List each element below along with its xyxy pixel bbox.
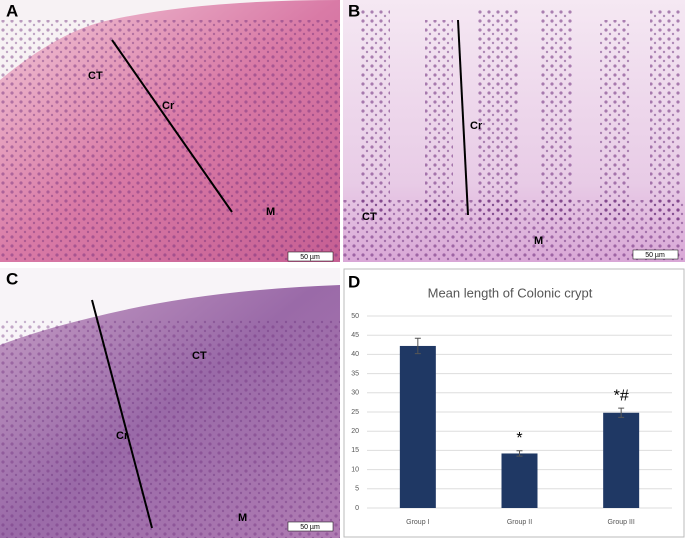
annotation: Cr: [470, 120, 483, 132]
texture: [0, 20, 340, 262]
y-tick-label: 45: [351, 332, 359, 339]
y-tick-label: 50: [351, 313, 359, 320]
x-tick-label: Group III: [608, 519, 635, 526]
scale-bar-label: 50 µm: [300, 254, 320, 261]
error-bar: [516, 450, 523, 457]
panel-c: C CT Cr M 50 µm: [0, 268, 340, 538]
y-tick-label: 30: [351, 390, 359, 397]
panel-b: B Cr CT M 50 µm: [343, 0, 685, 262]
annotation: CT: [362, 211, 377, 223]
x-tick-label: Group II: [507, 519, 532, 526]
scale-bar: [287, 251, 334, 262]
crypt-line: [111, 39, 233, 213]
bar: [603, 412, 640, 508]
texture: [0, 320, 340, 538]
panel-label: D: [348, 272, 360, 291]
y-tick-label: 15: [351, 447, 359, 454]
x-tick-label: Group I: [406, 519, 429, 526]
panel-label: C: [6, 269, 18, 288]
annotation: M: [238, 512, 247, 524]
crypt-line: [91, 299, 153, 529]
error-bar: [414, 337, 421, 355]
annotation: Cr: [116, 430, 129, 442]
scale-bar-label: 50 µm: [300, 524, 320, 531]
y-tick-label: 0: [355, 505, 359, 512]
lumen: [0, 268, 340, 345]
y-tick-label: 10: [351, 466, 359, 473]
significance-label: *#: [614, 387, 629, 404]
annotation: M: [266, 206, 275, 218]
bar: [501, 453, 538, 508]
scale-bar: [287, 521, 334, 532]
annotation: M: [534, 235, 543, 247]
y-tick-label: 35: [351, 370, 359, 377]
scale-bar-label: 50 µm: [645, 252, 665, 259]
panel-label: A: [6, 1, 18, 20]
bar: [399, 345, 436, 508]
panel-a: A CT Cr M 50 µm: [0, 0, 340, 262]
significance-label: *: [516, 430, 522, 447]
annotation: CT: [88, 70, 103, 82]
y-tick-label: 5: [355, 486, 359, 493]
y-tick-label: 25: [351, 409, 359, 416]
crypts: [343, 10, 685, 262]
y-tick-label: 20: [351, 428, 359, 435]
scale-bar: [632, 249, 679, 260]
panel-label: B: [348, 1, 360, 20]
annotation: Cr: [162, 100, 175, 112]
y-tick-label: 40: [351, 351, 359, 358]
chart-title: Mean length of Colonic crypt: [428, 285, 593, 300]
error-bar: [618, 407, 625, 418]
crypt-line: [457, 19, 469, 216]
annotation: CT: [192, 350, 207, 362]
